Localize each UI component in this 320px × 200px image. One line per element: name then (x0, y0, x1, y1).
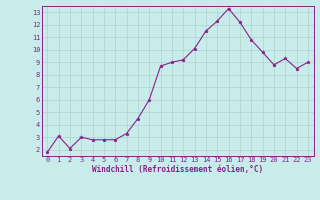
X-axis label: Windchill (Refroidissement éolien,°C): Windchill (Refroidissement éolien,°C) (92, 165, 263, 174)
